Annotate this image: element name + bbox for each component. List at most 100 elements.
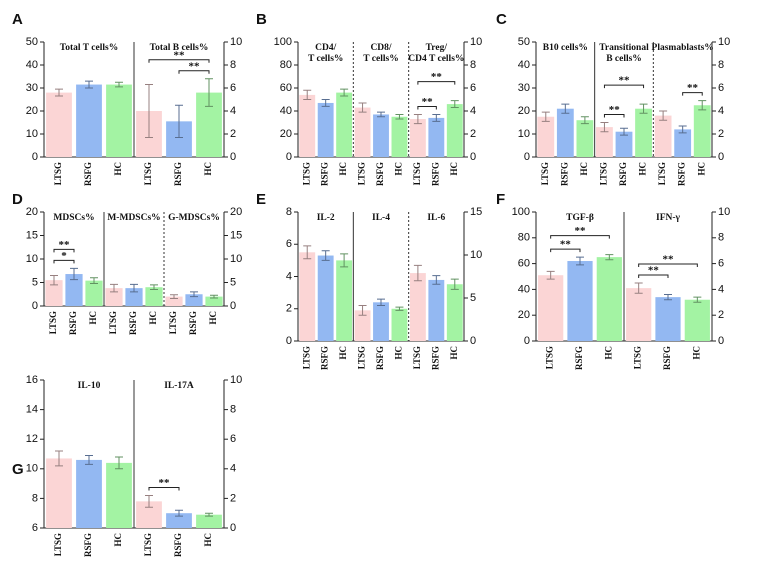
- bar: [391, 116, 408, 157]
- bar: [85, 280, 103, 306]
- group-title: IL-6: [427, 213, 445, 223]
- bar: [105, 288, 123, 306]
- y2-tick-label: 2: [718, 128, 724, 140]
- y-tick-label: 50: [518, 36, 530, 48]
- x-tick-label: LTSG: [53, 162, 63, 185]
- y-tick-label: 2: [286, 303, 292, 315]
- significance-label: **: [609, 104, 621, 116]
- bar: [409, 119, 426, 157]
- x-tick-label: HC: [449, 346, 459, 360]
- error-bar: [541, 111, 550, 122]
- x-tick-label: RSFG: [430, 162, 440, 186]
- error-bar: [546, 270, 555, 280]
- x-tick-label: LTSG: [540, 162, 550, 185]
- x-tick-label: HC: [449, 162, 459, 176]
- y2-tick-label: 5: [470, 292, 476, 304]
- bar: [336, 92, 353, 157]
- group-title: IL-2: [317, 213, 335, 223]
- y-tick-label: 40: [518, 59, 530, 71]
- significance-bracket: [550, 248, 581, 253]
- bar: [537, 116, 555, 157]
- group-title: TGF-β: [566, 213, 594, 223]
- y-tick-label: 20: [26, 105, 38, 117]
- y-tick-label: 6: [32, 522, 38, 534]
- panel-label: D: [12, 191, 23, 208]
- bar: [635, 108, 652, 157]
- error-bar: [561, 103, 570, 114]
- x-tick-label: HC: [113, 533, 123, 547]
- group-title: Total B cells%: [150, 43, 209, 53]
- x-tick-label: RSFG: [68, 311, 78, 335]
- significance-label: **: [560, 239, 572, 251]
- bar: [185, 294, 203, 306]
- x-tick-label: RSFG: [83, 162, 93, 186]
- significance-label: **: [59, 239, 71, 251]
- error-bar: [175, 104, 183, 138]
- bar: [45, 280, 63, 306]
- y-tick-label: 0: [524, 335, 530, 347]
- error-bar: [303, 245, 312, 260]
- x-tick-label: LTSG: [412, 162, 422, 185]
- significance-bracket: [603, 114, 625, 118]
- bar: [106, 84, 132, 157]
- significance-label: **: [174, 49, 186, 61]
- x-tick-label: RSFG: [128, 311, 138, 335]
- error-bar: [321, 250, 330, 261]
- significance-bracket: [638, 263, 698, 267]
- x-tick-label: LTSG: [301, 346, 311, 369]
- panel-label: B: [256, 11, 267, 28]
- bar: [626, 288, 652, 341]
- error-bar: [358, 102, 367, 113]
- x-tick-label: HC: [394, 346, 404, 360]
- group-title: IFN-γ: [656, 213, 681, 223]
- bar: [196, 514, 222, 528]
- y-tick-label: 5: [32, 276, 38, 288]
- y-tick-label: 20: [518, 105, 530, 117]
- y2-tick-label: 8: [230, 59, 236, 71]
- error-bar: [450, 100, 459, 109]
- y2-tick-label: 8: [470, 59, 476, 71]
- bar: [567, 261, 593, 341]
- bar: [336, 260, 353, 341]
- y2-tick-label: 8: [230, 404, 236, 416]
- x-tick-label: HC: [579, 162, 589, 176]
- y-tick-label: 15: [26, 229, 38, 241]
- x-tick-label: LTSG: [301, 162, 311, 185]
- bar: [373, 114, 389, 157]
- x-tick-label: RSFG: [188, 311, 198, 335]
- bar: [165, 296, 183, 306]
- bar: [125, 288, 143, 306]
- group-title: B cells%: [606, 54, 642, 64]
- error-bar: [85, 454, 93, 465]
- y-tick-label: 0: [286, 335, 292, 347]
- y-tick-label: 40: [518, 283, 530, 295]
- error-bar: [693, 296, 702, 303]
- x-tick-label: HC: [394, 162, 404, 176]
- y2-tick-label: 10: [718, 206, 730, 218]
- bar: [317, 255, 334, 341]
- x-tick-label: LTSG: [412, 346, 422, 369]
- error-bar: [170, 294, 178, 299]
- bar: [391, 308, 408, 341]
- panel-label: G: [12, 461, 24, 478]
- error-bar: [634, 282, 643, 294]
- y2-tick-label: 10: [230, 36, 242, 48]
- group-title: CD4 T cells%: [408, 54, 464, 64]
- y2-tick-label: 15: [470, 206, 482, 218]
- y-tick-label: 40: [280, 105, 292, 117]
- error-bar: [303, 89, 312, 100]
- y2-tick-label: 4: [230, 105, 236, 117]
- error-bar: [145, 84, 153, 138]
- significance-label: **: [663, 253, 675, 265]
- y2-tick-label: 15: [230, 229, 242, 241]
- y2-tick-label: 2: [470, 128, 476, 140]
- error-bar: [395, 113, 404, 120]
- significance-bracket: [603, 84, 645, 89]
- significance-label: **: [422, 96, 434, 108]
- bar: [354, 310, 371, 341]
- x-tick-label: LTSG: [143, 533, 153, 556]
- y-tick-label: 10: [26, 253, 38, 265]
- y2-tick-label: 0: [470, 335, 476, 347]
- bar: [693, 105, 711, 157]
- x-tick-label: HC: [338, 346, 348, 360]
